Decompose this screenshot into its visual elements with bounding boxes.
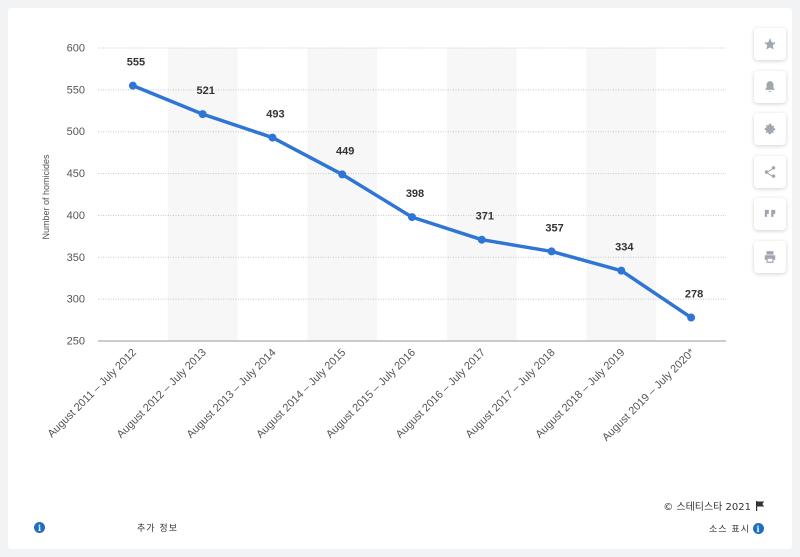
data-point[interactable] [617, 266, 626, 275]
data-point[interactable] [198, 110, 207, 119]
data-label: 334 [615, 242, 634, 254]
y-tick-label: 400 [67, 210, 85, 222]
data-point[interactable] [338, 170, 347, 179]
favorite-button[interactable] [754, 28, 786, 60]
column-band [167, 48, 238, 341]
y-tick-label: 300 [67, 294, 85, 306]
data-label: 555 [127, 57, 145, 69]
y-tick-label: 600 [67, 43, 85, 55]
bell-icon [765, 80, 775, 92]
notification-button[interactable] [754, 70, 786, 103]
copyright-notice[interactable]: © 스테티스타 2021 [663, 498, 765, 513]
share-icon [764, 165, 776, 178]
print-icon [764, 250, 776, 263]
more-info-link[interactable]: i 추가 정보 [34, 521, 178, 534]
flag-icon [756, 500, 765, 511]
data-label: 278 [685, 289, 703, 301]
cite-button[interactable] [754, 198, 786, 230]
data-point[interactable] [477, 235, 486, 244]
data-label: 371 [476, 211, 494, 223]
y-tick-label: 450 [67, 168, 85, 180]
data-point[interactable] [547, 247, 556, 256]
data-point[interactable] [408, 213, 416, 222]
y-axis-label: Number of homicides [41, 154, 51, 240]
column-band [586, 48, 657, 341]
column-band [307, 48, 378, 341]
data-label: 449 [336, 145, 354, 157]
data-point[interactable] [268, 133, 277, 142]
print-button[interactable] [754, 240, 786, 273]
chart-card: 250 300 350 400 450 500 550 600 Number of homic… [8, 8, 792, 549]
data-label: 398 [406, 188, 424, 200]
more-info-label: 추가 정보 [137, 524, 178, 534]
source-info-icon: i [753, 523, 764, 534]
data-label: 357 [545, 222, 563, 234]
settings-button[interactable] [754, 113, 786, 145]
gear-icon [764, 123, 776, 135]
share-button[interactable] [754, 155, 786, 188]
y-tick-label: 550 [67, 84, 85, 96]
column-band [446, 48, 517, 341]
sidebar-tools [754, 28, 786, 283]
data-point[interactable] [128, 81, 137, 90]
y-tick-label: 500 [67, 126, 85, 138]
quote-icon [764, 209, 776, 217]
y-tick-label: 350 [67, 252, 85, 264]
data-point[interactable] [687, 313, 696, 322]
data-label: 493 [266, 109, 284, 121]
show-source-label: 소스 표시 [709, 525, 750, 535]
data-label: 521 [196, 85, 214, 97]
info-icon: i [34, 522, 45, 533]
line-chart: 250 300 350 400 450 500 550 600 Number of homic… [41, 43, 726, 444]
show-source-link[interactable]: 소스 표시 i [709, 522, 764, 535]
y-tick-label: 250 [67, 336, 85, 348]
star-icon [764, 38, 776, 50]
copyright-text: © 스테티스타 2021 [663, 502, 751, 513]
